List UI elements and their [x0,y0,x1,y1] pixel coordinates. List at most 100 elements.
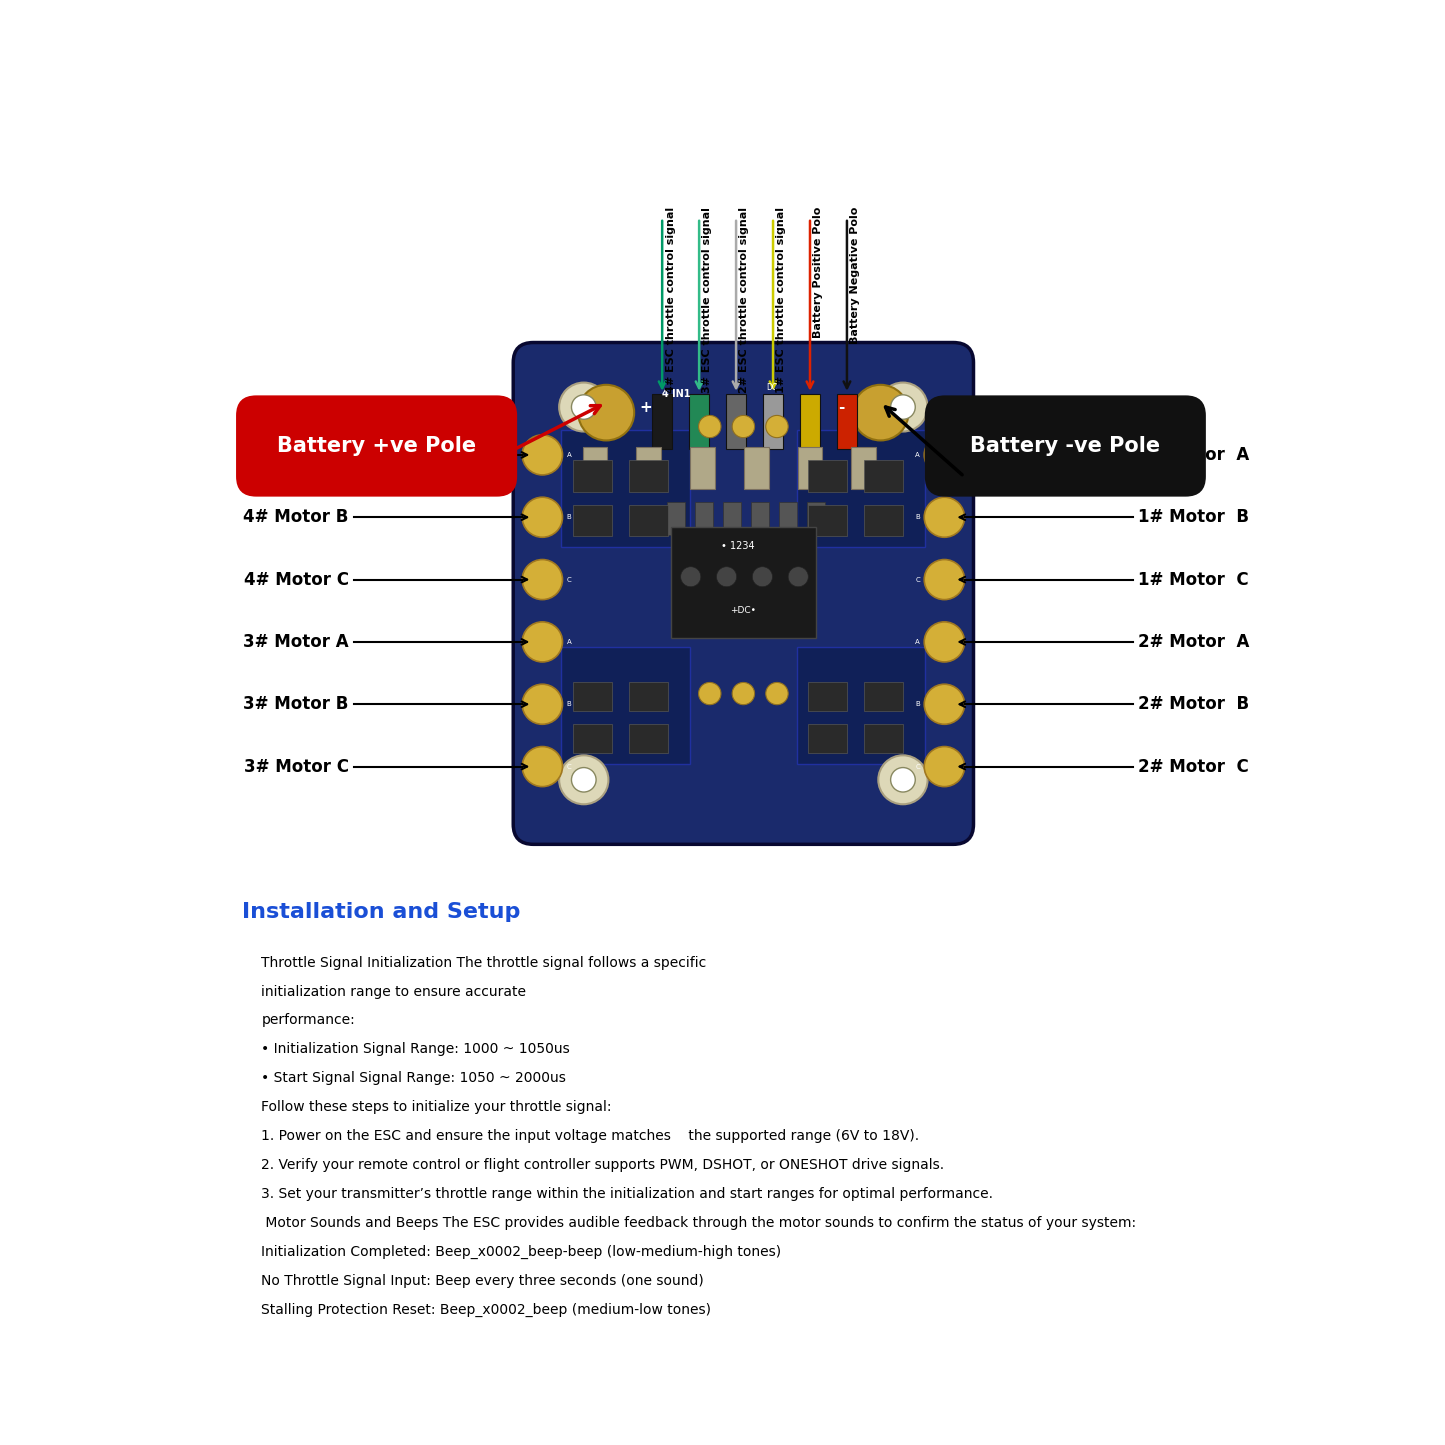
Bar [582,447,607,490]
Circle shape [522,747,562,786]
Bar [561,647,691,764]
Bar [629,461,668,491]
Circle shape [698,682,721,705]
Bar [837,393,857,449]
Circle shape [853,384,909,441]
Text: C: C [566,763,572,770]
Bar [725,393,746,449]
Circle shape [879,756,928,805]
Bar [572,724,611,753]
Bar [808,461,847,491]
Bar [629,504,668,536]
Circle shape [571,394,597,419]
Text: 3. Set your transmitter’s throttle range within the initialization and start ran: 3. Set your transmitter’s throttle range… [262,1186,993,1201]
Text: 3# Motor A: 3# Motor A [243,633,348,650]
Bar [695,501,714,535]
Text: 3# ESC throttle control signal: 3# ESC throttle control signal [702,207,712,393]
Text: 4 IN1: 4 IN1 [662,389,691,399]
Bar [808,501,825,535]
Text: • Start Signal Signal Range: 1050 ~ 2000us: • Start Signal Signal Range: 1050 ~ 2000… [262,1071,566,1085]
Text: 4# ESC throttle control signal: 4# ESC throttle control signal [666,207,675,393]
Text: Motor Sounds and Beeps The ESC provides audible feedback through the motor sound: Motor Sounds and Beeps The ESC provides … [262,1215,1136,1230]
FancyBboxPatch shape [236,396,517,497]
Text: A: A [915,639,920,644]
Circle shape [681,566,701,587]
Bar [668,501,685,535]
Text: C: C [915,577,920,582]
Text: 2# Motor  B: 2# Motor B [1139,695,1250,714]
Circle shape [522,435,562,475]
Text: • Initialization Signal Range: 1000 ~ 1050us: • Initialization Signal Range: 1000 ~ 10… [262,1042,569,1056]
Text: 4# Motor B: 4# Motor B [243,509,348,526]
Bar [808,504,847,536]
Bar [864,682,903,711]
Bar [744,447,769,490]
Circle shape [879,383,928,432]
Bar [796,647,925,764]
Bar [801,393,821,449]
Bar [629,724,668,753]
Bar [629,682,668,711]
Bar [864,504,903,536]
Text: Follow these steps to initialize your throttle signal:: Follow these steps to initialize your th… [262,1100,611,1114]
Circle shape [522,497,562,538]
Text: -: - [838,400,844,415]
Text: B: B [915,514,920,520]
Bar [808,724,847,753]
Circle shape [925,559,964,600]
Circle shape [698,415,721,438]
Text: B: B [566,514,572,520]
Text: Throttle Signal Initialization The throttle signal follows a specific: Throttle Signal Initialization The throt… [262,955,707,970]
Bar [798,447,822,490]
Bar [763,393,783,449]
Bar [864,724,903,753]
Bar [751,501,769,535]
Text: C: C [566,577,572,582]
Text: A: A [566,452,572,458]
Text: A: A [566,639,572,644]
FancyBboxPatch shape [925,396,1207,497]
Circle shape [559,383,608,432]
Text: No Throttle Signal Input: Beep every three seconds (one sound): No Throttle Signal Input: Beep every thr… [262,1274,704,1287]
Text: B: B [566,701,572,707]
Text: 1. Power on the ESC and ensure the input voltage matches    the supported range : 1. Power on the ESC and ensure the input… [262,1129,919,1143]
Bar [722,501,741,535]
Bar [652,393,672,449]
Circle shape [559,756,608,805]
Text: C: C [915,763,920,770]
Text: 2# Motor  A: 2# Motor A [1139,633,1250,650]
Circle shape [890,767,915,792]
Circle shape [925,747,964,786]
Circle shape [753,566,773,587]
Circle shape [890,394,915,419]
Text: 2. Verify your remote control or flight controller supports PWM, DSHOT, or ONESH: 2. Verify your remote control or flight … [262,1157,945,1172]
Circle shape [925,685,964,724]
Text: 1# Motor  C: 1# Motor C [1139,571,1248,588]
Text: Battery Negative Polo: Battery Negative Polo [850,207,860,344]
Text: Stalling Protection Reset: Beep_x0002_beep (medium-low tones): Stalling Protection Reset: Beep_x0002_be… [262,1303,711,1316]
Bar [561,431,691,548]
Text: Battery +ve Pole: Battery +ve Pole [277,436,477,457]
Text: 3# Motor B: 3# Motor B [243,695,348,714]
Circle shape [788,566,808,587]
Circle shape [925,497,964,538]
Bar [572,682,611,711]
Circle shape [733,415,754,438]
Circle shape [733,682,754,705]
Text: +DC•: +DC• [730,605,756,614]
FancyBboxPatch shape [513,342,974,844]
Circle shape [522,559,562,600]
Text: 1# Motor  B: 1# Motor B [1139,509,1248,526]
Text: 4# Motor C: 4# Motor C [244,571,348,588]
Text: initialization range to ensure accurate: initialization range to ensure accurate [262,984,526,998]
Circle shape [578,384,634,441]
Circle shape [925,621,964,662]
Text: 4# Motor A: 4# Motor A [243,447,348,464]
Bar [689,393,709,449]
Text: • 1234: • 1234 [721,540,754,551]
Text: 1# ESC throttle control signal: 1# ESC throttle control signal [776,207,786,393]
Text: A: A [915,452,920,458]
Text: 2# Motor  C: 2# Motor C [1139,757,1248,776]
Circle shape [571,767,597,792]
Circle shape [522,621,562,662]
